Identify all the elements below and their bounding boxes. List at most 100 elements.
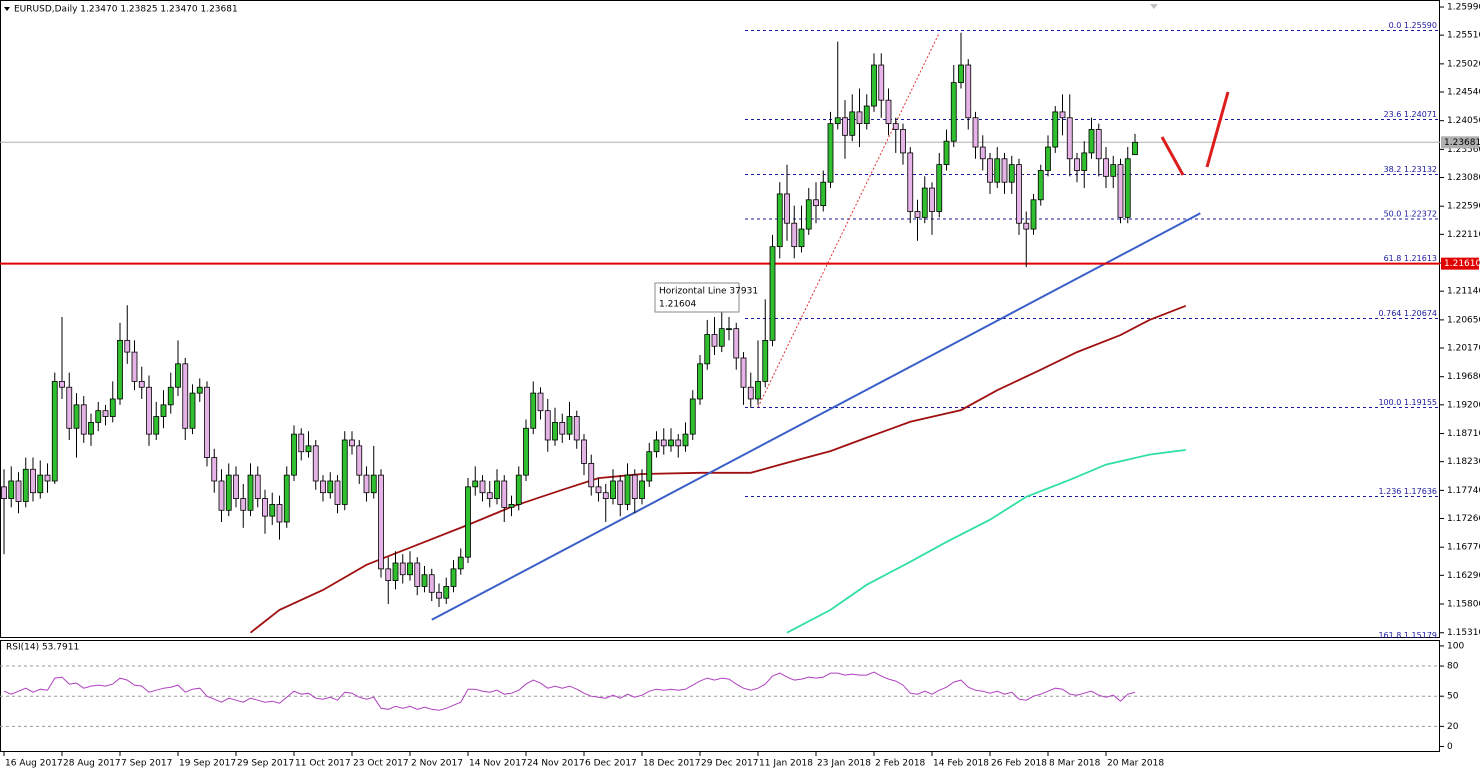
candle-body: [508, 504, 515, 508]
candle-body: [44, 474, 51, 482]
candle-body: [762, 339, 769, 382]
candle-body: [523, 427, 529, 476]
candle-body: [262, 498, 268, 517]
candle-body: [66, 386, 73, 429]
candle-body: [225, 474, 232, 511]
candle-body: [479, 480, 486, 494]
candle-body: [1001, 158, 1008, 183]
candle-body: [581, 439, 587, 464]
rsi-label: RSI(14) 53.7911: [6, 643, 79, 653]
candle-body: [1103, 158, 1109, 177]
y-tick-label: 1.15800: [1447, 600, 1480, 610]
candle-body: [117, 339, 123, 400]
candle-body: [1052, 111, 1059, 148]
scroll-marker: [1150, 4, 1158, 9]
candle-body: [566, 416, 573, 435]
candle-body: [726, 328, 732, 331]
fib-label: 61.8 1.21613: [1384, 254, 1437, 263]
candle-body: [312, 445, 319, 482]
candle-body: [8, 480, 15, 499]
candle-body: [849, 111, 856, 136]
y-tick-label: 1.15310: [1447, 628, 1480, 638]
candle-body: [138, 380, 145, 388]
fib-label: 23.6 1.24071: [1384, 110, 1437, 119]
candle-body: [798, 228, 805, 248]
x-tick-label: 2 Nov 2017: [411, 759, 463, 769]
candle-body: [530, 392, 537, 429]
candle-body: [370, 474, 377, 494]
candle-body: [646, 451, 653, 482]
candle-body: [204, 386, 210, 458]
candle-body: [610, 480, 616, 499]
x-tick-label: 23 Jan 2018: [817, 759, 871, 769]
candle-body: [697, 363, 703, 400]
candle-body: [73, 404, 80, 429]
candle-body: [254, 474, 261, 499]
candle-body: [283, 474, 290, 523]
tooltip-box: [654, 282, 740, 313]
candle-body: [595, 486, 602, 494]
y-tick-label: 1.25990: [1447, 3, 1480, 13]
y-tick-label: 1.25510: [1447, 31, 1480, 41]
candle-body: [834, 117, 841, 125]
candle-body: [907, 152, 914, 212]
x-tick-label: 19 Sep 2017: [179, 759, 236, 769]
price-box-label: 1.21610: [1444, 259, 1480, 269]
candle-body: [755, 380, 761, 400]
candle-body: [588, 463, 595, 488]
y-tick-label: 1.16770: [1447, 543, 1480, 553]
fib-label: 38.2 1.23132: [1384, 165, 1437, 174]
candle-body: [465, 486, 471, 558]
x-tick-label: 14 Feb 2018: [933, 759, 989, 769]
candle-body: [407, 562, 413, 576]
candle-body: [559, 422, 566, 435]
candle-body: [37, 474, 44, 494]
candle-body: [88, 422, 94, 435]
fib-label: 0.764 1.20674: [1378, 309, 1437, 318]
candle-body: [682, 433, 689, 447]
candle-body: [80, 404, 87, 435]
y-tick-label: 1.18230: [1447, 457, 1480, 467]
candle-body: [102, 410, 109, 417]
candle-body: [1016, 164, 1022, 224]
trendline: [431, 212, 1201, 621]
candle-body: [921, 187, 928, 218]
candle-body: [182, 363, 189, 429]
x-tick-label: 23 Oct 2017: [353, 759, 409, 769]
candle-body: [733, 328, 740, 359]
x-tick-label: 18 Dec 2017: [643, 759, 701, 769]
x-tick-label: 7 Sep 2017: [121, 759, 172, 769]
candle-body: [711, 334, 718, 347]
candle-body: [929, 187, 935, 212]
candle-body: [689, 398, 696, 435]
candle-body: [878, 64, 885, 101]
tooltip: Horizontal Line 37931 1.21604: [654, 282, 758, 313]
y-tick-label: 1.23560: [1447, 145, 1480, 155]
candle-body: [704, 334, 711, 365]
arrow-up: [1205, 91, 1230, 168]
y-tick-label: 1.21140: [1447, 287, 1480, 297]
candle-body: [298, 433, 305, 453]
moving-average: [786, 449, 1186, 634]
candle-body: [1095, 129, 1102, 160]
candle-body: [51, 380, 58, 482]
candle-body: [950, 82, 957, 142]
candle-body: [356, 445, 363, 476]
candle-body: [95, 410, 102, 423]
x-tick-label: 20 Mar 2018: [1107, 759, 1164, 769]
candle-body: [813, 199, 819, 207]
fib-label: 50.0 1.22372: [1384, 209, 1437, 218]
candle-body: [1, 486, 7, 499]
price-box: [1441, 257, 1479, 270]
candle-body: [1008, 164, 1015, 183]
candle-body: [769, 246, 776, 341]
candle-body: [494, 480, 500, 499]
y-tick-label: 1.22590: [1447, 202, 1480, 212]
candle-body: [653, 439, 660, 453]
y-tick-label: 1.17260: [1447, 514, 1480, 524]
y-tick-label: 1.24050: [1447, 116, 1480, 126]
fib-label: 1.236 1.17636: [1378, 487, 1437, 496]
candle-body: [791, 222, 798, 248]
candle-body: [827, 123, 834, 183]
